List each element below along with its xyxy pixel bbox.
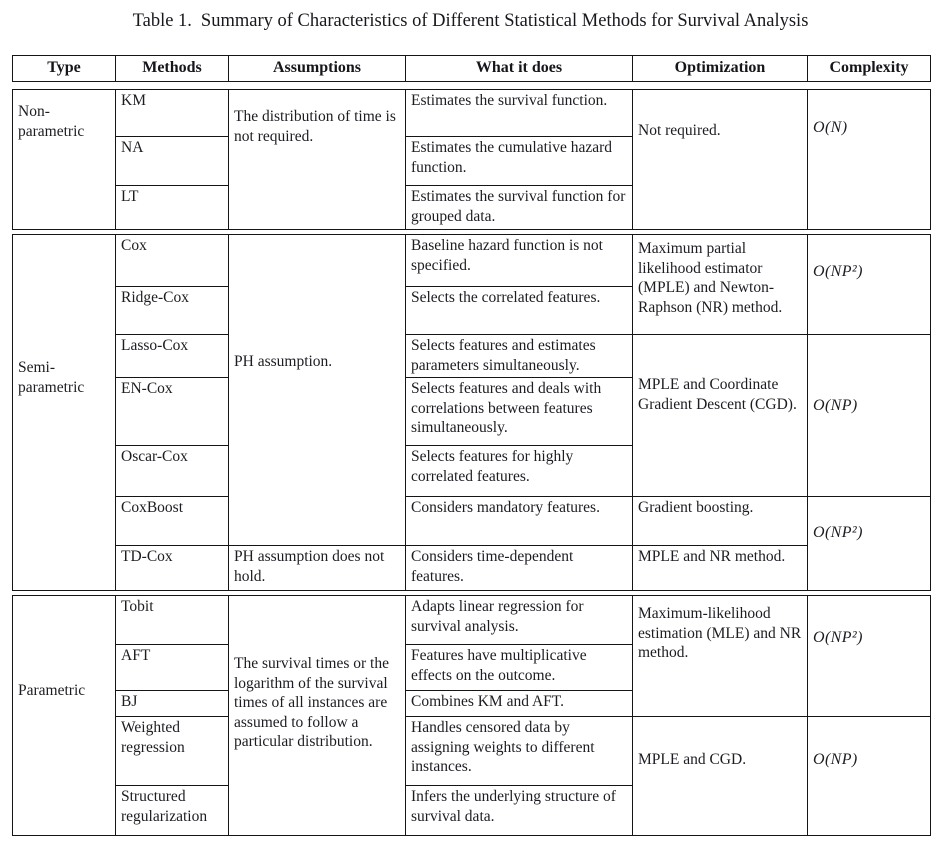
- cell-method-km: KM: [115, 89, 229, 137]
- cell-what-na: Estimates the cumulative hazard function…: [405, 136, 633, 186]
- cell-type-non-parametric: Non-parametric: [12, 89, 116, 230]
- column-header-what-it-does: What it does: [405, 55, 633, 82]
- cell-assumption-non-parametric: The distribution of time is not required…: [228, 89, 406, 230]
- row-coxboost: CoxBoost Considers mandatory features. G…: [13, 496, 931, 591]
- row-bj: BJ Combines KM and AFT.: [13, 690, 931, 717]
- row-tobit: Parametric Tobit The survival times or t…: [12, 595, 931, 836]
- cell-optimization-mle-nr: Maximum-likelihood estimation (MLE) and …: [632, 595, 808, 717]
- cell-method-oscar-cox: Oscar-Cox: [115, 445, 229, 497]
- row-na: NA Estimates the cumulative hazard funct…: [13, 136, 931, 186]
- cell-what-structured-regularization: Infers the underlying structure of survi…: [405, 785, 633, 836]
- cell-method-na: NA: [115, 136, 229, 186]
- cell-what-lasso-cox: Selects features and estimates parameter…: [405, 334, 633, 378]
- cell-complexity-non-parametric: O(N): [807, 89, 931, 230]
- cell-type-semi-parametric: Semi-parametric: [12, 234, 116, 591]
- cell-assumption-td-cox: PH assumption does not hold.: [228, 545, 406, 591]
- cell-method-aft: AFT: [115, 644, 229, 691]
- cell-complexity-cox-ridge: O(NP²): [807, 234, 931, 335]
- cell-complexity-lasso-en-oscar: O(NP): [807, 334, 931, 497]
- cell-complexity-weighted-structured: O(NP): [807, 716, 931, 836]
- cell-method-lt: LT: [115, 185, 229, 230]
- cell-what-bj: Combines KM and AFT.: [405, 690, 633, 717]
- cell-complexity-coxboost-tdcox: O(NP²): [807, 496, 931, 591]
- cell-method-td-cox: TD-Cox: [115, 545, 229, 591]
- section-non-parametric: Non-parametric KM The distribution of ti…: [12, 89, 931, 230]
- cell-what-coxboost: Considers mandatory features.: [405, 496, 633, 546]
- row-km: Non-parametric KM The distribution of ti…: [12, 89, 931, 230]
- section-semi-parametric: Semi-parametric Cox PH assumption. Basel…: [12, 234, 931, 591]
- cell-method-weighted-regression: Weighted regression: [115, 716, 229, 786]
- cell-method-cox: Cox: [115, 234, 229, 287]
- cell-method-lasso-cox: Lasso-Cox: [115, 334, 229, 378]
- cell-what-lt: Estimates the survival function for grou…: [405, 185, 633, 230]
- table-container: Type Methods Assumptions What it does Op…: [12, 55, 931, 836]
- row-td-cox: TD-Cox PH assumption does not hold. Cons…: [13, 545, 931, 591]
- row-oscar-cox: Oscar-Cox Selects features for highly co…: [13, 445, 931, 497]
- cell-method-bj: BJ: [115, 690, 229, 717]
- cell-type-parametric: Parametric: [12, 595, 116, 836]
- header-row: Type Methods Assumptions What it does Op…: [12, 55, 931, 82]
- cell-what-km: Estimates the survival function.: [405, 89, 633, 137]
- cell-what-ridge-cox: Selects the correlated features.: [405, 286, 633, 335]
- cell-method-ridge-cox: Ridge-Cox: [115, 286, 229, 335]
- column-header-type: Type: [12, 55, 116, 82]
- row-en-cox: EN-Cox Selects features and deals with c…: [13, 377, 931, 446]
- cell-what-cox: Baseline hazard function is not specifie…: [405, 234, 633, 287]
- row-structured-regularization: Structured regularization Infers the und…: [13, 785, 931, 836]
- cell-what-tobit: Adapts linear regression for survival an…: [405, 595, 633, 645]
- table-header: Type Methods Assumptions What it does Op…: [12, 55, 931, 82]
- cell-what-weighted-regression: Handles censored data by assigning weigh…: [405, 716, 633, 786]
- cell-assumption-ph: PH assumption.: [228, 234, 406, 546]
- column-header-complexity: Complexity: [807, 55, 931, 82]
- row-aft: AFT Features have multiplicative effects…: [13, 644, 931, 691]
- row-lasso-cox: Lasso-Cox Selects features and estimates…: [13, 334, 931, 497]
- cell-optimization-mple-nr: Maximum partial likelihood estimator (MP…: [632, 234, 808, 335]
- table-caption-label: Table 1.: [132, 11, 192, 31]
- section-parametric: Parametric Tobit The survival times or t…: [12, 595, 931, 836]
- cell-method-coxboost: CoxBoost: [115, 496, 229, 546]
- cell-what-oscar-cox: Selects features for highly correlated f…: [405, 445, 633, 497]
- column-header-assumptions: Assumptions: [228, 55, 406, 82]
- cell-optimization-mple-cgd: MPLE and Coordinate Gradient Descent (CG…: [632, 334, 808, 497]
- cell-optimization-mple-cgd-parametric: MPLE and CGD.: [632, 716, 808, 836]
- cell-assumption-parametric: The survival times or the logarithm of t…: [228, 595, 406, 836]
- cell-optimization-td-cox: MPLE and NR method.: [632, 545, 808, 591]
- cell-method-tobit: Tobit: [115, 595, 229, 645]
- cell-optimization-gradient-boosting: Gradient boosting.: [632, 496, 808, 546]
- cell-what-en-cox: Selects features and deals with correlat…: [405, 377, 633, 446]
- row-ridge-cox: Ridge-Cox Selects the correlated feature…: [13, 286, 931, 335]
- row-lt: LT Estimates the survival function for g…: [13, 185, 931, 230]
- row-cox: Semi-parametric Cox PH assumption. Basel…: [12, 234, 931, 591]
- cell-complexity-tobit-aft-bj: O(NP²): [807, 595, 931, 717]
- row-weighted-regression: Weighted regression Handles censored dat…: [13, 716, 931, 836]
- table-caption-text: Summary of Characteristics of Different …: [200, 11, 809, 31]
- column-header-optimization: Optimization: [632, 55, 808, 82]
- cell-optimization-non-parametric: Not required.: [632, 89, 808, 230]
- table-caption: Table 1. Summary of Characteristics of Di…: [0, 11, 941, 32]
- cell-method-en-cox: EN-Cox: [115, 377, 229, 446]
- cell-what-td-cox: Considers time-dependent features.: [405, 545, 633, 591]
- cell-method-structured-regularization: Structured regularization: [115, 785, 229, 836]
- column-header-methods: Methods: [115, 55, 229, 82]
- cell-what-aft: Features have multiplicative effects on …: [405, 644, 633, 691]
